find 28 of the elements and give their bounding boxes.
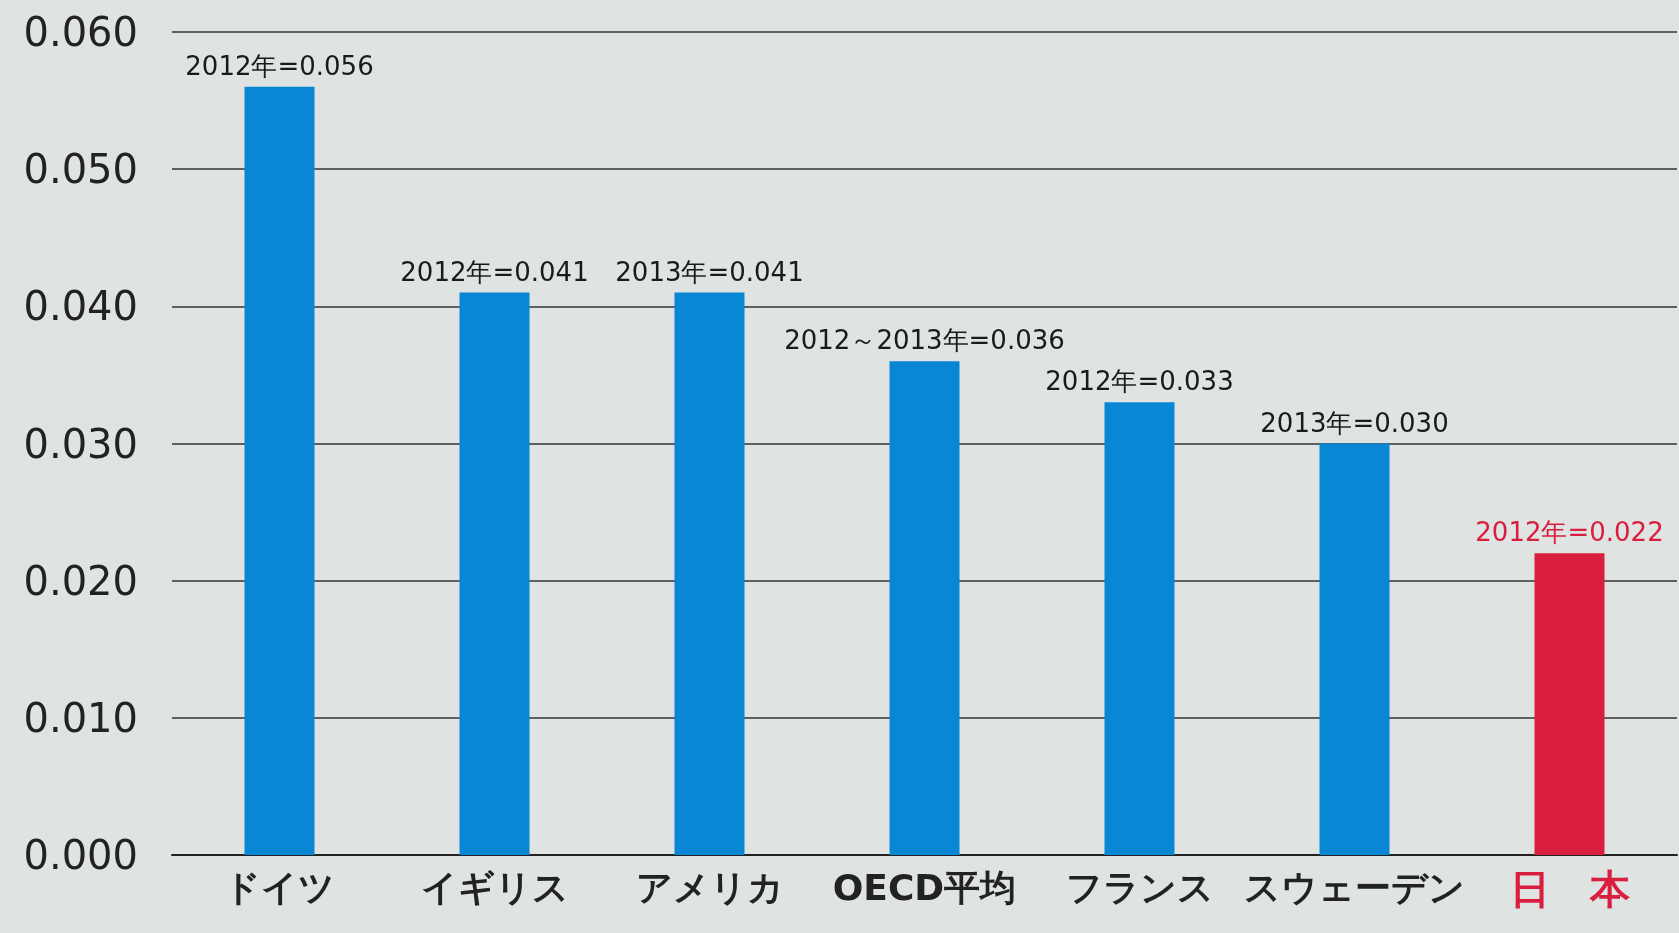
y-tick-label: 0.010 <box>23 694 138 741</box>
data-label: 2012年=0.022 <box>1475 517 1664 548</box>
data-label: 2012年=0.033 <box>1045 366 1234 397</box>
y-tick-label: 0.050 <box>23 146 138 193</box>
bar <box>1534 553 1605 855</box>
y-tick-label: 0.020 <box>23 557 138 604</box>
y-tick-label: 0.060 <box>23 9 138 55</box>
x-tick-label: 日 本 <box>1509 866 1630 912</box>
x-tick-label: スウェーデン <box>1244 866 1465 908</box>
bar <box>459 292 530 855</box>
bar <box>674 292 745 855</box>
y-tick-label: 0.030 <box>23 420 138 467</box>
y-tick-label: 0.040 <box>23 283 138 330</box>
x-tick-label: フランス <box>1065 866 1214 908</box>
y-tick-label: 0.000 <box>23 832 138 878</box>
bar <box>1319 443 1390 855</box>
x-tick-label: アメリカ <box>635 866 784 908</box>
data-label: 2013年=0.030 <box>1260 407 1449 438</box>
bar <box>244 86 315 855</box>
x-tick-label: ドイツ <box>224 866 335 908</box>
data-label: 2012年=0.041 <box>400 256 589 287</box>
data-label: 2013年=0.041 <box>615 256 804 287</box>
x-tick-label: イギリス <box>420 866 569 908</box>
bar <box>889 361 960 855</box>
data-label: 2012～2013年=0.036 <box>784 325 1065 356</box>
bar <box>1104 402 1175 855</box>
x-tick-label: OECD平均 <box>832 866 1017 908</box>
data-label: 2012年=0.056 <box>185 50 374 81</box>
